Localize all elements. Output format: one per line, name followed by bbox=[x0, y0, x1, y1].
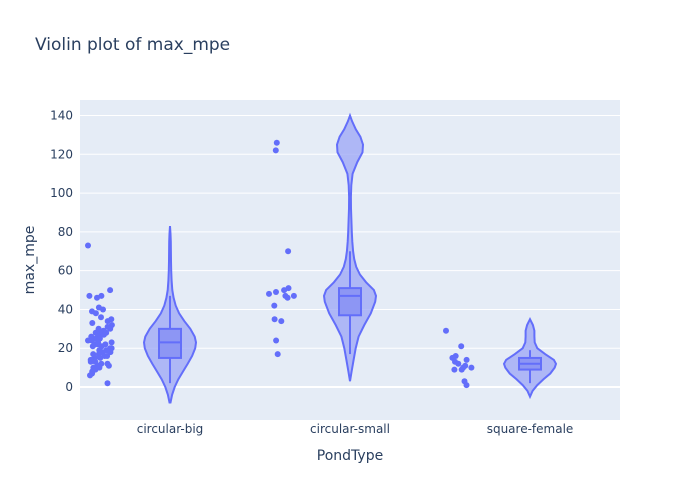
x-axis-title: PondType bbox=[317, 448, 383, 464]
y-tick-label-120: 120 bbox=[50, 147, 73, 161]
point-circular-small-10 bbox=[271, 302, 278, 309]
point-circular-small-4 bbox=[281, 287, 288, 294]
violins bbox=[142, 112, 558, 404]
point-circular-big-4 bbox=[94, 294, 100, 301]
point-circular-small-14 bbox=[274, 351, 281, 358]
point-square-female-10 bbox=[451, 366, 458, 373]
point-circular-big-22 bbox=[100, 331, 107, 338]
point-circular-big-47 bbox=[97, 354, 104, 361]
y-axis-title: max_mpe bbox=[22, 226, 38, 295]
y-tick-label-100: 100 bbox=[50, 186, 73, 200]
x-tick-label-square-female: square-female bbox=[487, 422, 574, 436]
point-square-female-4 bbox=[463, 356, 470, 363]
y-tick-label-20: 20 bbox=[58, 341, 73, 355]
point-circular-big-51 bbox=[87, 358, 94, 365]
point-circular-small-6 bbox=[266, 290, 272, 297]
point-circular-small-11 bbox=[271, 316, 278, 323]
point-circular-small-2 bbox=[285, 248, 292, 255]
point-circular-big-45 bbox=[104, 353, 111, 359]
point-circular-big-11 bbox=[104, 318, 111, 325]
chart-title: Violin plot of max_mpe bbox=[35, 35, 230, 55]
point-square-female-6 bbox=[455, 360, 462, 367]
point-circular-small-0 bbox=[273, 139, 280, 146]
point-circular-small-5 bbox=[273, 289, 279, 295]
point-circular-small-9 bbox=[284, 294, 291, 301]
point-circular-small-7 bbox=[290, 292, 297, 299]
point-circular-big-8 bbox=[92, 310, 99, 317]
point-circular-small-1 bbox=[272, 147, 279, 154]
point-circular-big-9 bbox=[98, 314, 104, 321]
point-circular-big-2 bbox=[86, 292, 93, 299]
point-square-female-13 bbox=[463, 382, 470, 389]
point-circular-big-1 bbox=[107, 287, 114, 294]
point-square-female-11 bbox=[458, 366, 465, 373]
point-circular-big-61 bbox=[87, 372, 93, 379]
box-circular-small bbox=[338, 287, 362, 317]
point-circular-big-62 bbox=[104, 380, 111, 387]
point-square-female-0 bbox=[443, 327, 449, 334]
y-tick-label-80: 80 bbox=[58, 225, 73, 239]
x-tick-labels: circular-big circular-small square-female bbox=[137, 422, 574, 436]
point-circular-big-6 bbox=[100, 306, 106, 313]
point-circular-big-0 bbox=[85, 242, 91, 249]
point-circular-small-13 bbox=[273, 337, 280, 344]
point-circular-small-12 bbox=[278, 318, 285, 325]
x-tick-label-circular-small: circular-small bbox=[310, 422, 390, 436]
y-tick-labels: 0 20 40 60 80 100 120 140 bbox=[50, 109, 73, 395]
x-tick-label-circular-big: circular-big bbox=[137, 422, 204, 436]
y-tick-label-0: 0 bbox=[65, 380, 73, 394]
point-circular-big-55 bbox=[105, 362, 112, 369]
y-tick-label-40: 40 bbox=[58, 302, 73, 316]
point-square-female-1 bbox=[458, 343, 465, 350]
point-circular-big-16 bbox=[107, 325, 114, 332]
point-circular-big-30 bbox=[108, 339, 115, 346]
y-tick-label-140: 140 bbox=[50, 109, 73, 123]
y-tick-label-60: 60 bbox=[58, 264, 73, 278]
point-circular-big-34 bbox=[89, 343, 96, 350]
point-circular-big-12 bbox=[89, 320, 96, 326]
violin-circular-small bbox=[322, 112, 378, 382]
point-square-female-9 bbox=[468, 364, 475, 371]
data-points bbox=[85, 139, 475, 389]
